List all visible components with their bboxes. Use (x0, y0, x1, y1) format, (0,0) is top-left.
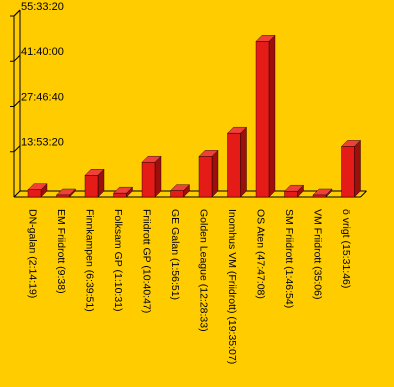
bar (284, 184, 304, 198)
x-tick-label: Friidrott GP (10:40:47) (141, 209, 153, 313)
bar-side (268, 34, 276, 198)
bar-front (141, 162, 156, 198)
bar-front (56, 194, 70, 198)
x-tick-label: EM Friidrott (9:38) (55, 209, 67, 294)
bar-side (154, 155, 162, 198)
y-tick-label: 41:40:00 (21, 46, 64, 58)
bar-front (255, 41, 270, 198)
x-tick-label: DN-galan (2:14:19) (27, 209, 39, 298)
bar-side (240, 126, 247, 198)
chart-x-labels: DN-galan (2:14:19) EM Friidrott (9:38) Fin… (27, 209, 353, 364)
bar (84, 168, 105, 198)
y-tick (10, 54, 21, 62)
chart-floor-side-edge (360, 190, 367, 198)
y-tick (10, 145, 21, 153)
chart-y-ticks: 13:53:20 27:46:40 41:40:00 55:33:20 (10, 1, 64, 153)
bar-front (227, 132, 241, 198)
y-tick (10, 9, 21, 17)
x-tick-label: Golden League (12:28:33) (198, 209, 210, 332)
y-tick-label: 55:33:20 (21, 1, 64, 13)
y-tick-label: 13:53:20 (21, 137, 64, 149)
bar-front (341, 146, 355, 198)
x-tick-label: Finnkampen (6:39:51) (84, 209, 96, 312)
x-tick-label: VM Friidrott (35:06) (312, 209, 324, 299)
bar-front (170, 190, 184, 198)
bar (170, 184, 190, 198)
x-tick-label: Folksam GP (1:10:31) (112, 209, 124, 312)
bar (27, 183, 48, 198)
bar-front (84, 175, 99, 198)
bar (56, 188, 76, 198)
x-tick-label: GE Galan (1:56:51) (169, 209, 181, 300)
y-tick (10, 100, 21, 107)
bar-front (113, 192, 127, 198)
bar-side (354, 139, 361, 198)
x-tick-label: SM Friidrott (1:46:54) (283, 209, 295, 308)
bar (341, 139, 361, 198)
bar (141, 155, 162, 198)
bar-front (27, 189, 42, 198)
y-tick-label: 27:46:40 (21, 91, 64, 103)
bar (312, 188, 333, 198)
bar (113, 186, 133, 198)
x-tick-label: OS Aten (47:47:08) (255, 209, 267, 299)
chart-bars (27, 34, 361, 198)
bar (255, 34, 276, 198)
bar-front (284, 190, 298, 198)
x-tick-label: Inomhus VM (Friidrott) (19:35:07) (226, 209, 238, 364)
bar (227, 126, 247, 198)
bar-front (198, 156, 213, 198)
chart-axes (13, 9, 367, 198)
bar-front (312, 194, 327, 198)
bar-side (211, 149, 219, 198)
x-tick-label: ö vrigt (15:31:46) (340, 209, 352, 288)
bar (198, 149, 219, 198)
